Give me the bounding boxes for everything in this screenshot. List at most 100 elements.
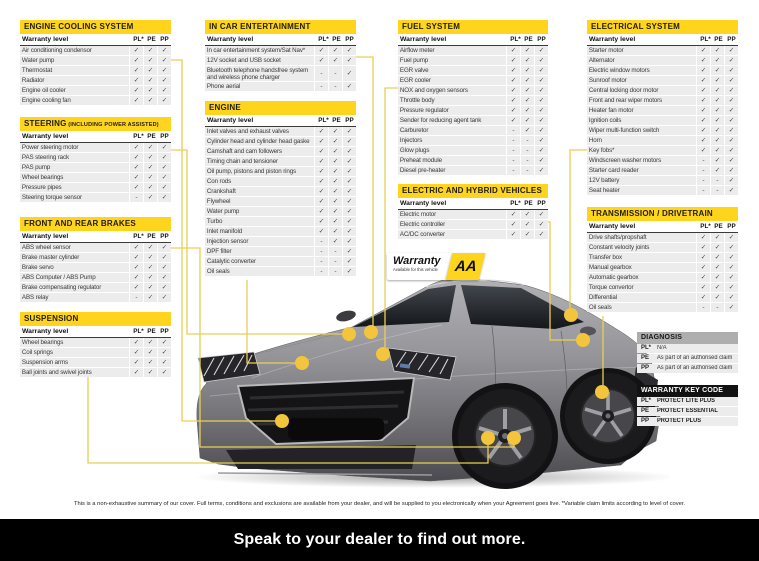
row-label: Injectors <box>399 137 423 144</box>
legend-value: PROTECT PLUS <box>657 418 702 424</box>
row-label: Oil seals <box>588 304 612 311</box>
check-mark: ✓ <box>143 183 157 192</box>
check-mark: ✓ <box>710 56 724 65</box>
check-mark: ✓ <box>328 237 342 246</box>
column-label: PE <box>147 328 156 335</box>
table-row: Oil seals - - ✓ <box>205 267 356 276</box>
check-mark: ✓ <box>534 96 548 105</box>
row-label: PAS pump <box>21 164 51 171</box>
column-label: PE <box>147 233 156 240</box>
table-row: Bluetooth telephone handsfree system and… <box>205 66 356 81</box>
check-mark: ✓ <box>696 126 710 135</box>
check-mark: ✓ <box>314 137 328 146</box>
table-front-and-rear-brakes: FRONT AND REAR BRAKES Warranty level PL* PE… <box>20 217 171 303</box>
table-row: Carburetor - ✓ ✓ <box>398 126 548 135</box>
check-mark: ✓ <box>129 96 143 105</box>
check-mark: ✓ <box>724 186 738 195</box>
row-label: Starter motor <box>588 47 624 54</box>
check-mark: ✓ <box>724 126 738 135</box>
row-label: Coil springs <box>21 349 53 356</box>
dash-mark: - <box>696 156 710 165</box>
check-mark: ✓ <box>710 116 724 125</box>
row-label: Front and rear wiper motors <box>588 97 663 104</box>
check-mark: ✓ <box>724 166 738 175</box>
table-steering: STEERING (INCLUDING POWER ASSISTED) Warra… <box>20 117 171 203</box>
check-mark: ✓ <box>328 217 342 226</box>
check-mark: ✓ <box>143 163 157 172</box>
column-label: PL* <box>133 328 144 335</box>
table-row: Phone aerial - - ✓ <box>205 82 356 91</box>
table-suspension: SUSPENSION Warranty level PL* PE PP Wheel bea… <box>20 312 171 378</box>
fuel-system-header: FUEL SYSTEM <box>398 20 548 34</box>
check-mark: ✓ <box>520 86 534 95</box>
check-mark: ✓ <box>710 86 724 95</box>
table-row: PAS pump ✓ ✓ ✓ <box>20 163 171 172</box>
table-row: EGR valve ✓ ✓ ✓ <box>398 66 548 75</box>
check-mark: ✓ <box>696 56 710 65</box>
front-and-rear-brakes-header: FRONT AND REAR BRAKES <box>20 217 171 231</box>
row-label: Wheel bearings <box>21 339 64 346</box>
table-in-car-entertainment: IN CAR ENTERTAINMENT Warranty level PL* PE P… <box>205 20 356 92</box>
column-label: PE <box>332 117 341 124</box>
check-mark: ✓ <box>129 66 143 75</box>
column-label: PE <box>332 36 341 43</box>
check-mark: ✓ <box>143 273 157 282</box>
table-row: Power steering motor ✓ ✓ ✓ <box>20 143 171 152</box>
check-mark: ✓ <box>157 46 171 55</box>
check-mark: ✓ <box>314 127 328 136</box>
check-mark: ✓ <box>724 106 738 115</box>
check-mark: ✓ <box>143 46 157 55</box>
row-label: Preheat module <box>399 157 442 164</box>
in-car-entertainment-header: IN CAR ENTERTAINMENT <box>205 20 356 34</box>
warranty-level-label: Warranty level <box>400 36 447 43</box>
check-mark: ✓ <box>143 263 157 272</box>
table-row: Manual gearbox ✓ ✓ ✓ <box>587 263 738 272</box>
dash-mark: - <box>129 293 143 302</box>
check-mark: ✓ <box>157 253 171 262</box>
legend-key: PE <box>641 408 650 414</box>
aa-logo: AA <box>445 253 486 280</box>
column-label: PP <box>727 223 736 230</box>
table-row: Central locking door motor ✓ ✓ ✓ <box>587 86 738 95</box>
check-mark: ✓ <box>534 146 548 155</box>
row-label: Alternator <box>588 57 615 64</box>
row-label: Pressure regulator <box>399 107 449 114</box>
check-mark: ✓ <box>520 220 534 229</box>
table-row: Torque convertor ✓ ✓ ✓ <box>587 283 738 292</box>
check-mark: ✓ <box>696 96 710 105</box>
column-header-row: Warranty level PL* PE PP <box>587 221 738 233</box>
check-mark: ✓ <box>696 46 710 55</box>
check-mark: ✓ <box>143 358 157 367</box>
row-label: Sunroof motor <box>588 77 627 84</box>
table-row: ABS relay - ✓ ✓ <box>20 293 171 302</box>
row-label: Airflow meter <box>399 47 435 54</box>
row-label: Suspension arms <box>21 359 68 366</box>
check-mark: ✓ <box>129 368 143 377</box>
dash-mark: - <box>506 146 520 155</box>
column-label: PP <box>727 36 736 43</box>
check-mark: ✓ <box>143 173 157 182</box>
check-mark: ✓ <box>129 153 143 162</box>
table-transmission-drivetrain: TRANSMISSION / DRIVETRAIN Warranty level P… <box>587 207 738 313</box>
check-mark: ✓ <box>342 217 356 226</box>
row-label: Manual gearbox <box>588 264 632 271</box>
table-row: Wheel bearings ✓ ✓ ✓ <box>20 173 171 182</box>
check-mark: ✓ <box>328 167 342 176</box>
check-mark: ✓ <box>328 46 342 55</box>
warranty-key-code-header: WARRANTY KEY CODE <box>637 385 738 397</box>
check-mark: ✓ <box>710 106 724 115</box>
check-mark: ✓ <box>157 368 171 377</box>
check-mark: ✓ <box>129 183 143 192</box>
row-label: Oil seals <box>206 268 230 275</box>
check-mark: ✓ <box>143 66 157 75</box>
check-mark: ✓ <box>724 76 738 85</box>
row-label: Fuel pump <box>399 57 429 64</box>
check-mark: ✓ <box>157 193 171 202</box>
check-mark: ✓ <box>520 66 534 75</box>
check-mark: ✓ <box>534 166 548 175</box>
legend-value: PROTECT ESSENTIAL <box>657 408 718 414</box>
warranty-level-label: Warranty level <box>589 223 636 230</box>
check-mark: ✓ <box>710 166 724 175</box>
table-row: Differential ✓ ✓ ✓ <box>587 293 738 302</box>
